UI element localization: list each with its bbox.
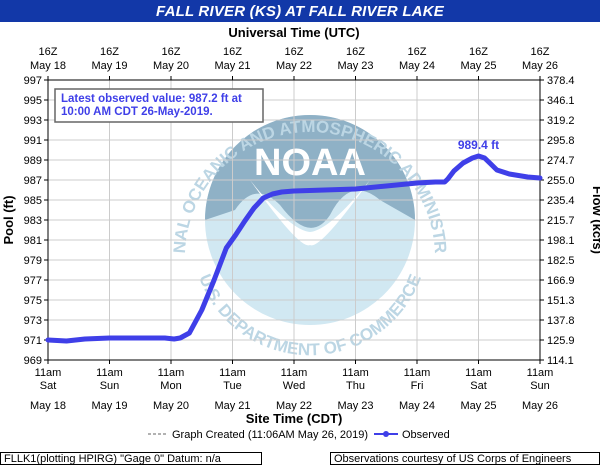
y-right-tick-label: 182.5 xyxy=(547,255,575,267)
y-left-tick-label: 985 xyxy=(24,195,42,207)
hydrograph-chart: NOAA NATIONAL OCEANIC AND ATMOSPHERIC AD… xyxy=(0,0,600,441)
legend-observed-marker xyxy=(383,431,389,437)
x-top-date-label: May 18 xyxy=(30,60,66,72)
x-bottom-time-label: 11am xyxy=(527,367,554,379)
latest-value-text: Latest observed value: 987.2 ft at xyxy=(61,93,242,105)
x-bottom-weekday-label: Thu xyxy=(346,380,365,392)
y-right-tick-label: 114.1 xyxy=(547,355,574,367)
y-right-tick-label: 198.1 xyxy=(547,235,575,247)
y-right-tick-label: 125.9 xyxy=(547,335,575,347)
y-right-axis-title: Flow (kcfs) xyxy=(590,186,600,254)
x-top-hour-label: 16Z xyxy=(223,46,242,58)
x-top-hour-label: 16Z xyxy=(408,46,427,58)
y-left-tick-label: 989 xyxy=(24,155,42,167)
peak-label: 989.4 ft xyxy=(458,138,499,152)
x-bottom-time-label: 11am xyxy=(281,367,308,379)
x-top-date-label: May 26 xyxy=(522,60,558,72)
bottom-axis-title: Site Time (CDT) xyxy=(246,411,343,426)
x-top-date-label: May 22 xyxy=(276,60,312,72)
x-bottom-weekday-label: Sun xyxy=(100,380,120,392)
x-bottom-time-label: 11am xyxy=(35,367,62,379)
y-right-tick-label: 378.4 xyxy=(547,75,575,87)
x-bottom-weekday-label: Fri xyxy=(411,380,424,392)
x-bottom-date-label: May 19 xyxy=(91,400,127,412)
y-left-tick-label: 995 xyxy=(24,95,42,107)
x-bottom-weekday-label: Sun xyxy=(530,380,550,392)
logo-center-text: NOAA xyxy=(254,142,366,184)
x-bottom-time-label: 11am xyxy=(219,367,246,379)
x-bottom-weekday-label: Sat xyxy=(40,380,57,392)
x-bottom-time-label: 11am xyxy=(96,367,123,379)
legend: Graph Created (11:06AM May 26, 2019) Obse… xyxy=(148,429,450,441)
x-bottom-date-label: May 21 xyxy=(214,400,250,412)
y-right-tick-label: 319.2 xyxy=(547,115,575,127)
y-left-tick-label: 987 xyxy=(24,175,42,187)
x-bottom-time-label: 11am xyxy=(465,367,492,379)
y-left-tick-label: 983 xyxy=(24,215,42,227)
x-bottom-weekday-label: Mon xyxy=(160,380,181,392)
y-left-tick-label: 971 xyxy=(24,335,42,347)
x-bottom-date-label: May 26 xyxy=(522,400,558,412)
y-left-tick-label: 997 xyxy=(24,75,42,87)
y-right-tick-label: 137.8 xyxy=(547,315,575,327)
y-left-tick-label: 973 xyxy=(24,315,42,327)
x-top-hour-label: 16Z xyxy=(285,46,304,58)
x-bottom-weekday-label: Tue xyxy=(223,380,242,392)
axes: 969 971 973 975 977 979 981 983 985 987 989 991 993 9… xyxy=(1,25,600,426)
series-observed xyxy=(45,153,543,344)
x-bottom-date-label: May 20 xyxy=(153,400,189,412)
footer-site-info: FLLK1(plotting HPIRG) "Gage 0" Datum: n/… xyxy=(0,452,262,465)
y-right-tick-label: 166.9 xyxy=(547,275,575,287)
legend-graph-created-label: Graph Created (11:06AM May 26, 2019) xyxy=(172,429,368,441)
y-left-tick-label: 981 xyxy=(24,235,42,247)
y-right-tick-label: 295.8 xyxy=(547,135,575,147)
x-bottom-weekday-label: Wed xyxy=(283,380,305,392)
x-top-hour-label: 16Z xyxy=(531,46,550,58)
y-right-tick-label: 346.1 xyxy=(547,95,575,107)
x-bottom-time-label: 11am xyxy=(158,367,185,379)
top-axis-title: Universal Time (UTC) xyxy=(228,25,359,40)
y-right-tick-label: 274.7 xyxy=(547,155,575,167)
x-top-date-label: May 21 xyxy=(214,60,250,72)
footer-credit: Observations courtesy of US Corps of Eng… xyxy=(330,452,600,465)
x-top-date-label: May 23 xyxy=(337,60,373,72)
x-top-date-label: May 24 xyxy=(399,60,435,72)
y-left-tick-label: 969 xyxy=(24,355,42,367)
y-right-tick-label: 255.0 xyxy=(547,175,575,187)
x-top-hour-label: 16Z xyxy=(346,46,365,58)
chart-title: FALL RIVER (KS) AT FALL RIVER LAKE xyxy=(156,3,444,20)
latest-value-text: 10:00 AM CDT 26-May-2019. xyxy=(61,106,213,118)
annotations: 989.4 ft Latest observed value: 987.2 ft … xyxy=(54,88,499,152)
x-bottom-time-label: 11am xyxy=(404,367,431,379)
x-top-hour-label: 16Z xyxy=(162,46,181,58)
x-bottom-date-label: May 18 xyxy=(30,400,66,412)
x-top-date-label: May 20 xyxy=(153,60,189,72)
x-bottom-date-label: May 23 xyxy=(337,400,373,412)
y-left-tick-label: 991 xyxy=(24,135,42,147)
legend-observed-label: Observed xyxy=(402,429,450,441)
y-right-tick-label: 151.3 xyxy=(547,295,575,307)
y-left-tick-label: 979 xyxy=(24,255,42,267)
y-left-axis-title: Pool (ft) xyxy=(1,195,16,244)
series-observed-line xyxy=(45,153,543,344)
x-top-hour-label: 16Z xyxy=(469,46,488,58)
title-bar: FALL RIVER (KS) AT FALL RIVER LAKE xyxy=(0,0,600,22)
y-left-tick-label: 993 xyxy=(24,115,42,127)
x-top-date-label: May 19 xyxy=(91,60,127,72)
x-bottom-date-label: May 25 xyxy=(460,400,496,412)
x-bottom-weekday-label: Sat xyxy=(470,380,487,392)
y-right-tick-label: 235.4 xyxy=(547,195,575,207)
x-top-hour-label: 16Z xyxy=(39,46,58,58)
logo-upper-half xyxy=(205,115,415,228)
x-bottom-time-label: 11am xyxy=(342,367,369,379)
y-right-tick-label: 215.7 xyxy=(547,215,575,227)
latest-value-box xyxy=(54,88,264,123)
y-left-tick-label: 975 xyxy=(24,295,42,307)
x-top-hour-label: 16Z xyxy=(100,46,119,58)
x-top-date-label: May 25 xyxy=(460,60,496,72)
x-bottom-date-label: May 24 xyxy=(399,400,435,412)
y-left-tick-label: 977 xyxy=(24,275,42,287)
x-bottom-date-label: May 22 xyxy=(276,400,312,412)
logo-seagull-icon xyxy=(250,180,370,246)
